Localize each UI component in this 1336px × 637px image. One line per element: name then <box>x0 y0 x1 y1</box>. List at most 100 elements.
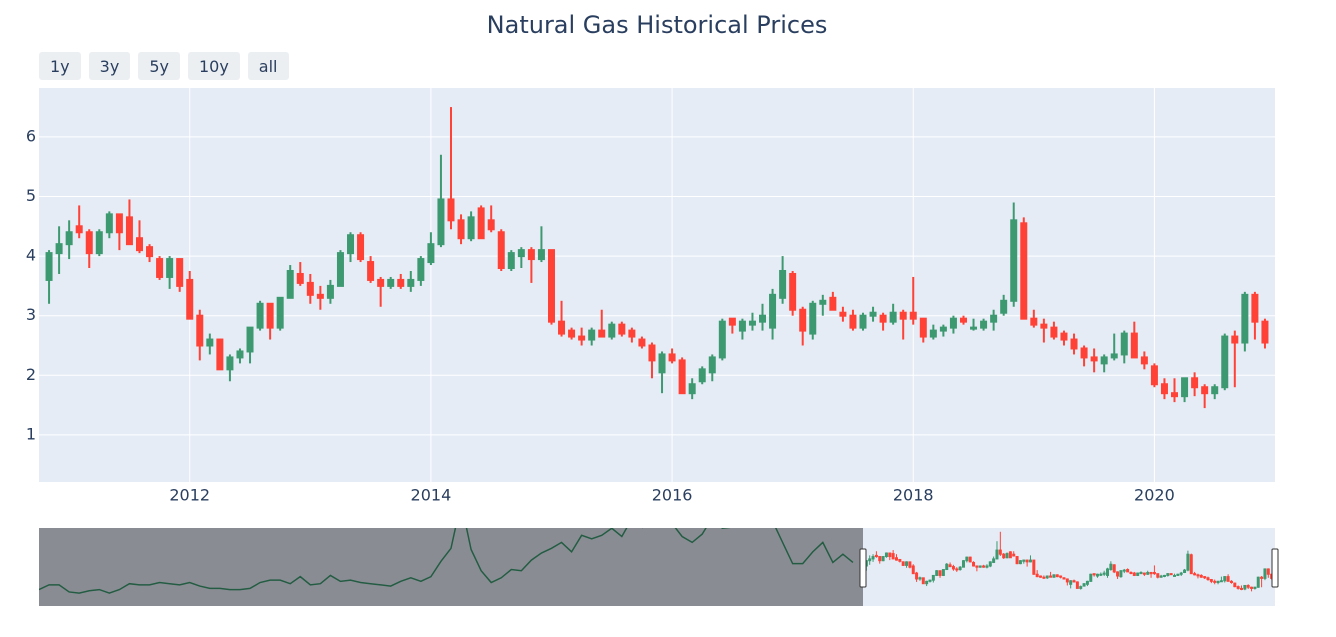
candle-body <box>1266 568 1270 575</box>
candle-body <box>1203 576 1207 579</box>
candle-body <box>55 243 63 255</box>
candle-body <box>985 565 989 568</box>
candle-body <box>658 353 666 374</box>
candle-body <box>1015 556 1019 565</box>
candle-body <box>336 252 344 287</box>
range-button[interactable]: 5y <box>138 52 180 80</box>
candle-body <box>998 549 1002 555</box>
candle-body <box>958 566 962 571</box>
range-button[interactable]: 1y <box>39 52 81 80</box>
candle-body <box>1142 572 1146 575</box>
candle-body <box>1010 219 1018 302</box>
candle-body <box>236 350 244 359</box>
candle-body <box>884 552 888 558</box>
candle-body <box>1042 576 1046 579</box>
candle-body <box>1092 573 1096 576</box>
candle-body <box>547 249 555 323</box>
candle-body <box>951 566 955 570</box>
candle-body <box>972 561 976 567</box>
candle-body <box>949 317 957 329</box>
candle-body <box>1012 553 1016 557</box>
candle-body <box>1179 572 1183 575</box>
candle-body <box>1065 578 1069 583</box>
candle-body <box>918 577 922 580</box>
candle-body <box>1072 580 1076 583</box>
range-button[interactable]: 3y <box>88 52 131 80</box>
candle-body <box>75 225 83 234</box>
candle-body <box>377 278 385 287</box>
candle-body <box>1156 573 1160 578</box>
range-button[interactable]: all <box>247 52 289 80</box>
candle-body <box>1196 574 1200 577</box>
candle-body <box>959 317 967 323</box>
candle-body <box>306 281 314 296</box>
candle-body <box>1256 576 1260 588</box>
candle-body <box>427 243 435 264</box>
candle-body <box>708 356 716 374</box>
candle-body <box>908 561 912 568</box>
candle-body <box>347 234 355 255</box>
candle-body <box>256 302 264 329</box>
range-button[interactable]: 10y <box>187 52 240 80</box>
candle-body <box>829 296 837 311</box>
candle-body <box>1152 571 1156 575</box>
candle-body <box>980 320 988 329</box>
rangeslider-handle[interactable] <box>1271 548 1279 588</box>
candle-body <box>1176 573 1180 576</box>
candle-body <box>1119 570 1123 578</box>
candle-body <box>1223 576 1227 582</box>
candle-body <box>868 558 872 562</box>
candle-body <box>437 198 445 246</box>
candle-body <box>919 317 927 338</box>
candle-body <box>1233 582 1237 588</box>
candle-body <box>1251 293 1259 323</box>
candle-body <box>769 293 777 329</box>
candle-body <box>85 231 93 255</box>
candle-body <box>196 314 204 347</box>
y-tick-label: 2 <box>26 365 36 384</box>
candle-body <box>1260 576 1264 579</box>
candle-body <box>789 272 797 311</box>
candle-body <box>988 561 992 567</box>
candle-body <box>728 317 736 326</box>
candle-body <box>1022 559 1026 562</box>
candle-body <box>1213 580 1217 583</box>
candle-body <box>1090 356 1098 362</box>
candle-body <box>1079 586 1083 589</box>
candle-body <box>1253 586 1257 589</box>
candle-body <box>1052 574 1056 578</box>
rangeslider-handle[interactable] <box>859 548 867 588</box>
candle-body <box>1085 580 1089 585</box>
chart-title: Natural Gas Historical Prices <box>487 11 828 39</box>
candle-body <box>911 565 915 575</box>
candle-body <box>1075 581 1079 589</box>
candle-body <box>125 216 133 246</box>
candle-body <box>527 249 535 261</box>
candle-body <box>367 261 375 281</box>
candle-body <box>487 219 495 231</box>
candle-body <box>1186 553 1190 571</box>
candle-body <box>1250 586 1254 589</box>
candle-body <box>1211 386 1219 395</box>
candle-body <box>578 335 586 341</box>
candle-body <box>1261 320 1269 344</box>
candle-body <box>1082 583 1086 587</box>
candle-body <box>477 207 485 240</box>
candle-body <box>1193 573 1197 576</box>
candle-body <box>1130 332 1138 359</box>
x-tick-label: 2016 <box>652 486 693 505</box>
candle-body <box>889 311 897 323</box>
candle-body <box>1028 559 1032 563</box>
candle-body <box>1110 353 1118 359</box>
candle-body <box>879 314 887 323</box>
candle-body <box>1263 568 1267 579</box>
candle-body <box>216 338 224 371</box>
candle-body <box>1120 332 1128 356</box>
candle-body <box>939 326 947 332</box>
candle-body <box>809 302 817 335</box>
candle-body <box>1062 577 1066 580</box>
candle-body <box>871 556 875 560</box>
candle-body <box>1032 559 1036 575</box>
candle-body <box>905 561 909 566</box>
